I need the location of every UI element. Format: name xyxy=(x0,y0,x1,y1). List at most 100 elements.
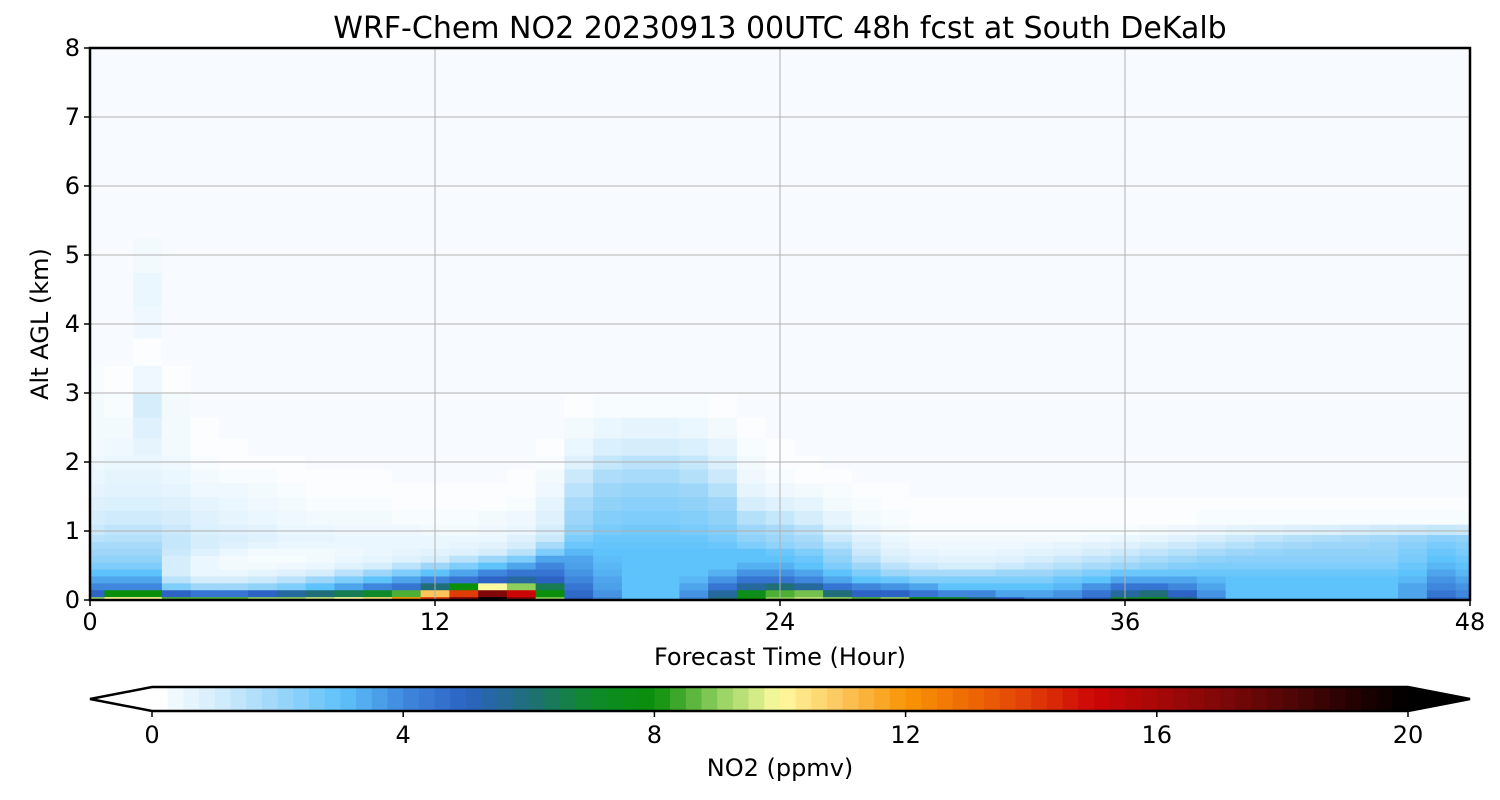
heatmap-cell xyxy=(1168,48,1198,84)
heatmap-cell xyxy=(219,541,249,549)
heatmap-cell xyxy=(161,365,192,394)
heatmap-cell xyxy=(679,524,709,536)
heatmap-cell xyxy=(851,151,882,204)
heatmap-cell xyxy=(161,568,192,577)
heatmap-cell xyxy=(564,555,594,563)
heatmap-cell xyxy=(794,568,824,577)
heatmap-cell xyxy=(1311,337,1342,366)
heatmap-cell xyxy=(909,510,939,525)
heatmap-cell xyxy=(880,555,910,563)
heatmap-cell xyxy=(650,48,680,84)
heatmap-cell xyxy=(391,496,422,511)
heatmap-cell xyxy=(1426,496,1457,511)
heatmap-cell xyxy=(938,151,968,204)
heatmap-cell xyxy=(1426,568,1457,577)
heatmap-cell xyxy=(334,575,364,584)
heatmap-cell xyxy=(995,562,1025,570)
heatmap-cell xyxy=(506,510,537,525)
heatmap-cell xyxy=(1426,534,1457,542)
heatmap-cell xyxy=(90,568,105,577)
heatmap-cell xyxy=(133,582,163,591)
colorbar-cell xyxy=(1360,687,1378,711)
heatmap-cell xyxy=(621,203,652,239)
colorbar-cell xyxy=(905,687,922,711)
heatmap-cell xyxy=(478,575,508,584)
heatmap-cell xyxy=(1254,496,1284,511)
heatmap-cell xyxy=(104,48,134,84)
heatmap-cell xyxy=(966,203,997,239)
heatmap-cell xyxy=(1024,548,1054,556)
heatmap-cell xyxy=(219,393,249,418)
heatmap-cell xyxy=(1340,48,1370,84)
heatmap-cell xyxy=(1311,575,1342,584)
heatmap-cell xyxy=(564,596,594,601)
heatmap-cell xyxy=(1283,48,1313,84)
colorbar-cell xyxy=(1015,687,1032,711)
heatmap-cell xyxy=(1053,596,1083,601)
heatmap-cell xyxy=(449,203,479,239)
heatmap-cell xyxy=(506,582,537,591)
heatmap-cell xyxy=(593,203,623,239)
heatmap-cell xyxy=(1254,437,1284,456)
colorbar-cell xyxy=(513,687,530,711)
heatmap-cell xyxy=(794,524,824,536)
heatmap-cell xyxy=(1369,272,1399,308)
heatmap-cell xyxy=(506,272,537,308)
heatmap-cell xyxy=(276,555,307,563)
colorbar-tick-label: 12 xyxy=(890,721,921,749)
heatmap-cell xyxy=(1168,482,1198,498)
heatmap-cell xyxy=(1455,468,1471,484)
heatmap-cell xyxy=(1139,468,1169,484)
heatmap-cell xyxy=(621,582,652,591)
heatmap-cell xyxy=(1024,417,1054,439)
heatmap-cell xyxy=(1081,496,1112,511)
heatmap-cell xyxy=(650,562,680,570)
heatmap-cell xyxy=(506,482,537,498)
heatmap-cell xyxy=(391,482,422,498)
heatmap-cell xyxy=(1283,306,1313,339)
heatmap-cell xyxy=(736,596,767,601)
heatmap-cell xyxy=(535,337,565,366)
heatmap-cell xyxy=(593,589,623,598)
heatmap-cell xyxy=(1024,510,1054,525)
heatmap-cell xyxy=(1369,562,1399,570)
heatmap-cell xyxy=(1340,568,1370,577)
heatmap-cell xyxy=(851,524,882,536)
heatmap-cell xyxy=(938,568,968,577)
colorbar-ticks: 0 4 8 12 16 20 xyxy=(144,711,1423,749)
heatmap-cell xyxy=(995,306,1025,339)
heatmap-cell xyxy=(794,575,824,584)
heatmap-cell xyxy=(736,337,767,366)
heatmap-cell xyxy=(1081,417,1112,439)
y-axis-label: Alt AGL (km) xyxy=(26,248,54,400)
colorbar-cell xyxy=(1298,687,1315,711)
heatmap-cell xyxy=(1398,555,1428,563)
heatmap-cell xyxy=(190,524,220,536)
heatmap-cell xyxy=(880,589,910,598)
heatmap-cell xyxy=(736,437,767,456)
heatmap-cell xyxy=(593,541,623,549)
heatmap-cell xyxy=(1455,417,1471,439)
colorbar-cell xyxy=(214,687,231,711)
heatmap-cell xyxy=(190,417,220,439)
heatmap-cell xyxy=(1426,575,1457,584)
heatmap-cell xyxy=(621,524,652,536)
colorbar-cell xyxy=(732,687,750,711)
heatmap-cell xyxy=(535,510,565,525)
heatmap-cell xyxy=(708,548,738,556)
heatmap-cell xyxy=(1225,272,1255,308)
colorbar-cell xyxy=(1235,687,1252,711)
colorbar-tick-label: 4 xyxy=(396,721,411,749)
heatmap-cell xyxy=(1283,482,1313,498)
heatmap-cell xyxy=(1053,524,1083,536)
heatmap-cell xyxy=(1024,272,1054,308)
heatmap-cell xyxy=(736,393,767,418)
heatmap-cell xyxy=(334,510,364,525)
heatmap-cell xyxy=(564,306,594,339)
heatmap-cell xyxy=(1196,203,1227,239)
heatmap-cell xyxy=(219,272,249,308)
heatmap-cell xyxy=(363,306,393,339)
heatmap-cell xyxy=(1168,337,1198,366)
heatmap-cell xyxy=(1311,417,1342,439)
heatmap-cell xyxy=(995,548,1025,556)
